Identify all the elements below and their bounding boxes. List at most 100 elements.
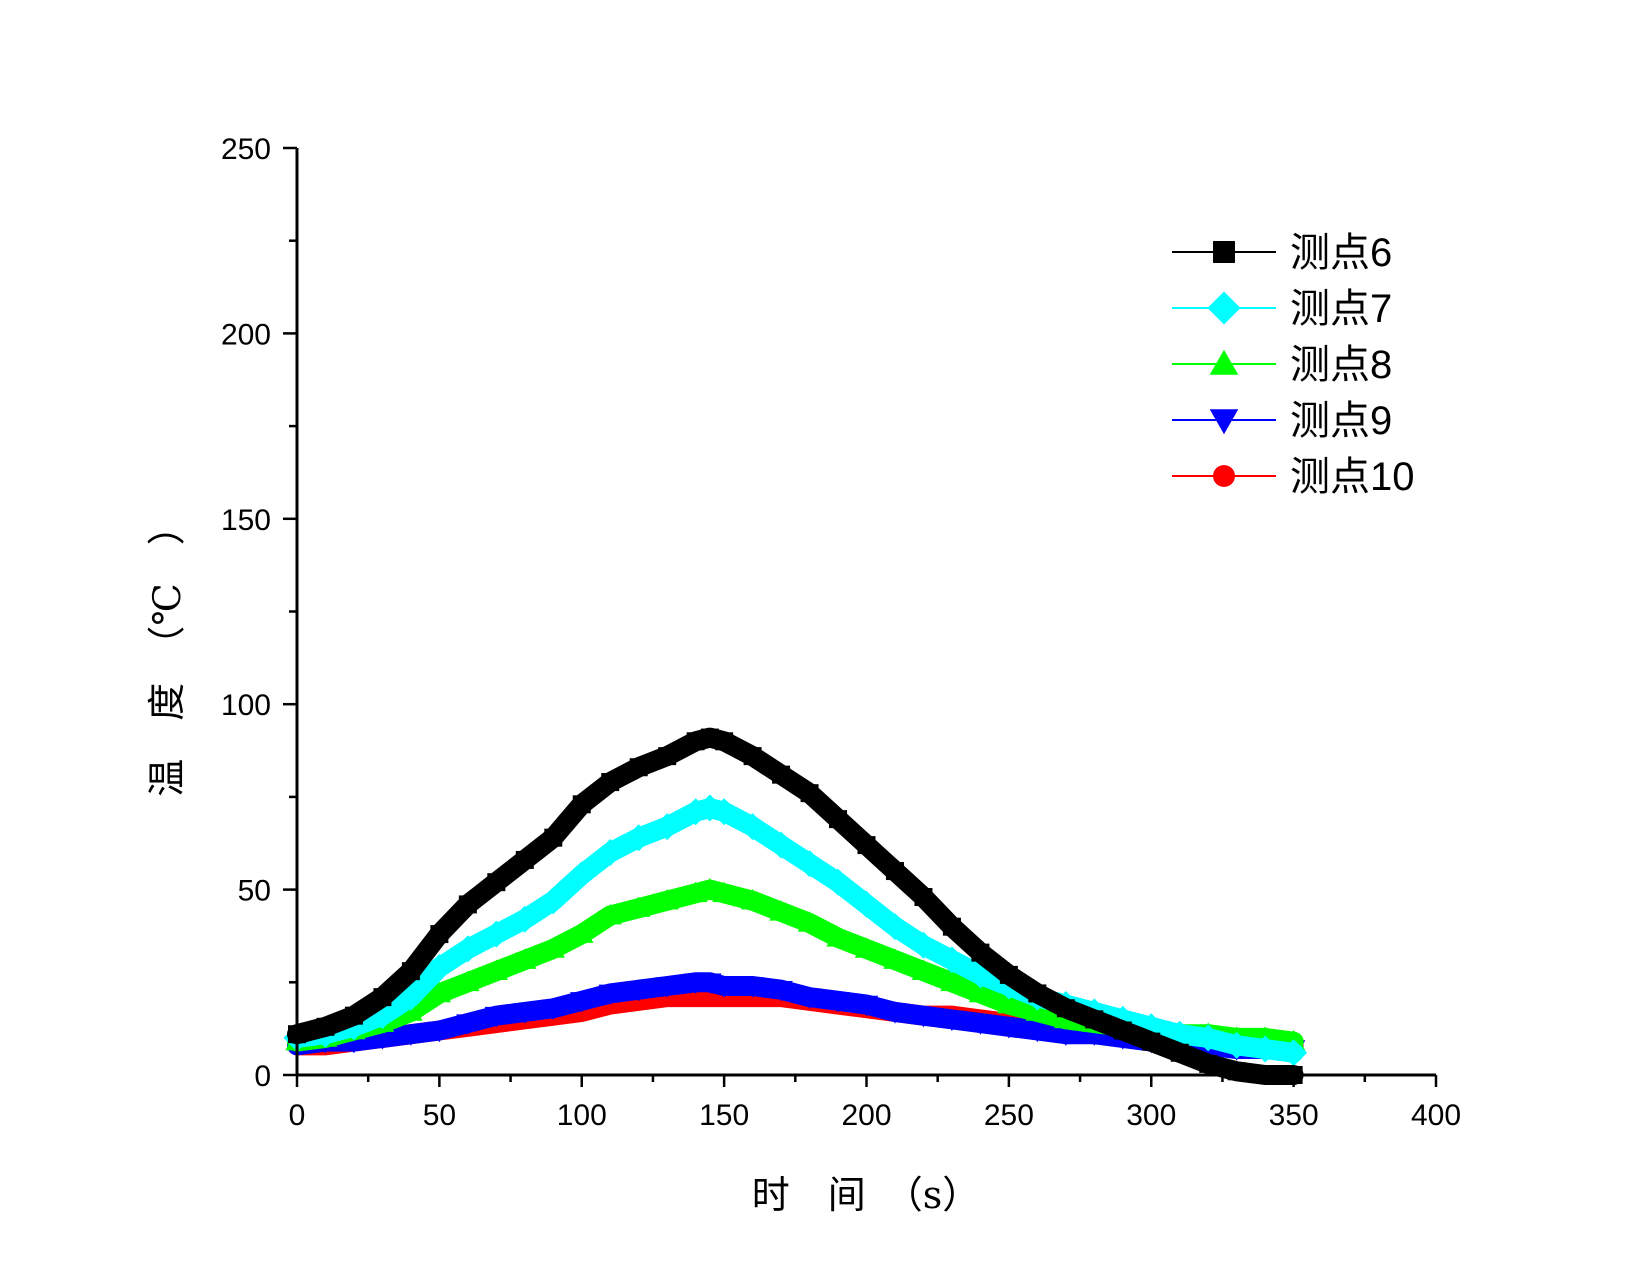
x-tick-label: 400 xyxy=(1411,1099,1461,1132)
data-point xyxy=(739,813,767,841)
legend-item-1: 测点6 xyxy=(1172,231,1392,275)
data-point xyxy=(484,1006,509,1028)
data-point xyxy=(627,980,651,1002)
data-point xyxy=(767,831,795,859)
x-tick-label: 250 xyxy=(984,1099,1034,1132)
data-point xyxy=(625,824,653,852)
data-point xyxy=(598,984,622,1006)
data-point xyxy=(487,873,506,892)
legend-marker xyxy=(1213,465,1235,487)
data-point xyxy=(401,962,420,981)
x-tick-label: 300 xyxy=(1126,1099,1176,1132)
data-point xyxy=(456,1014,480,1035)
data-point xyxy=(826,926,850,947)
data-point xyxy=(1280,1039,1308,1067)
data-point xyxy=(572,795,591,814)
data-point xyxy=(655,889,679,910)
data-point xyxy=(513,948,537,969)
data-point xyxy=(399,1025,423,1046)
data-point xyxy=(797,911,822,932)
data-point xyxy=(541,937,565,958)
data-point xyxy=(800,784,819,803)
data-point xyxy=(627,896,651,917)
data-point xyxy=(712,977,736,998)
data-point xyxy=(909,931,937,959)
data-point xyxy=(772,765,791,784)
data-point xyxy=(997,1018,1021,1039)
data-point xyxy=(454,935,482,963)
legend-label: 测点6 xyxy=(1290,231,1392,275)
legend-marker xyxy=(1209,349,1239,375)
data-point xyxy=(1223,1031,1251,1059)
data-point xyxy=(1025,1021,1050,1043)
legend: 测点6 测点7 测点8 测点9 测点10 xyxy=(1172,231,1415,499)
data-point xyxy=(797,988,822,1009)
data-point xyxy=(857,836,876,855)
axes-layer: 0 50 100 150 200 250 300 350 400 0 50 100 150 200 250 时… xyxy=(145,133,1461,1217)
data-point xyxy=(796,850,824,878)
legend-marker xyxy=(1207,291,1241,325)
series-layer xyxy=(283,727,1308,1085)
data-point xyxy=(942,917,961,936)
data-point xyxy=(511,905,539,933)
data-point xyxy=(598,903,622,925)
data-point xyxy=(911,959,936,980)
data-point xyxy=(425,953,453,981)
data-point xyxy=(658,747,677,766)
data-point xyxy=(686,732,705,751)
legend-item-3: 测点8 xyxy=(1172,343,1392,387)
data-point xyxy=(458,895,477,914)
data-point xyxy=(854,937,879,958)
data-point xyxy=(883,948,907,969)
data-point xyxy=(601,773,620,792)
data-point xyxy=(515,850,534,869)
data-point xyxy=(539,887,567,915)
data-point xyxy=(1194,1024,1222,1052)
data-point xyxy=(316,1017,335,1036)
data-point xyxy=(740,889,765,910)
data-point xyxy=(968,1014,993,1035)
data-point xyxy=(853,890,880,918)
data-point xyxy=(1170,1043,1189,1062)
data-point xyxy=(1056,999,1075,1018)
data-point xyxy=(698,877,722,899)
legend-label: 测点9 xyxy=(1290,399,1392,443)
x-tick-label: 150 xyxy=(699,1099,749,1132)
data-point xyxy=(700,728,719,747)
y-tick-label: 50 xyxy=(238,875,271,908)
legend-item-5: 测点10 xyxy=(1172,455,1415,499)
data-point xyxy=(881,913,909,941)
y-tick-label: 250 xyxy=(221,133,271,166)
y-tick-label: 150 xyxy=(221,504,271,537)
legend-label: 测点7 xyxy=(1290,287,1392,331)
data-point xyxy=(1054,1025,1078,1046)
data-point xyxy=(829,810,848,829)
legend-marker xyxy=(1209,409,1239,435)
data-point xyxy=(1085,1010,1104,1029)
x-tick-label: 100 xyxy=(557,1099,607,1132)
x-tick-label: 0 xyxy=(289,1099,306,1132)
data-point xyxy=(629,758,648,777)
data-point xyxy=(710,798,738,826)
legend-item-2: 测点7 xyxy=(1172,287,1392,331)
x-axis-title: 时 间 （s） xyxy=(752,1173,981,1217)
data-point xyxy=(997,992,1021,1014)
data-point xyxy=(914,888,933,907)
y-tick-label: 200 xyxy=(221,318,271,351)
data-point xyxy=(430,925,449,944)
data-point xyxy=(826,992,850,1013)
data-point xyxy=(427,1021,452,1043)
y-tick-label: 100 xyxy=(221,689,271,722)
data-point xyxy=(1227,1062,1246,1081)
data-point xyxy=(456,970,480,992)
data-point xyxy=(743,747,762,766)
y-axis-title: 温 度 （℃ ） xyxy=(145,507,189,797)
data-point xyxy=(824,868,852,896)
data-point xyxy=(911,1006,936,1028)
data-point xyxy=(940,1010,964,1032)
legend-label: 测点8 xyxy=(1290,343,1392,387)
data-point xyxy=(715,732,734,751)
x-tick-label: 350 xyxy=(1269,1099,1319,1132)
